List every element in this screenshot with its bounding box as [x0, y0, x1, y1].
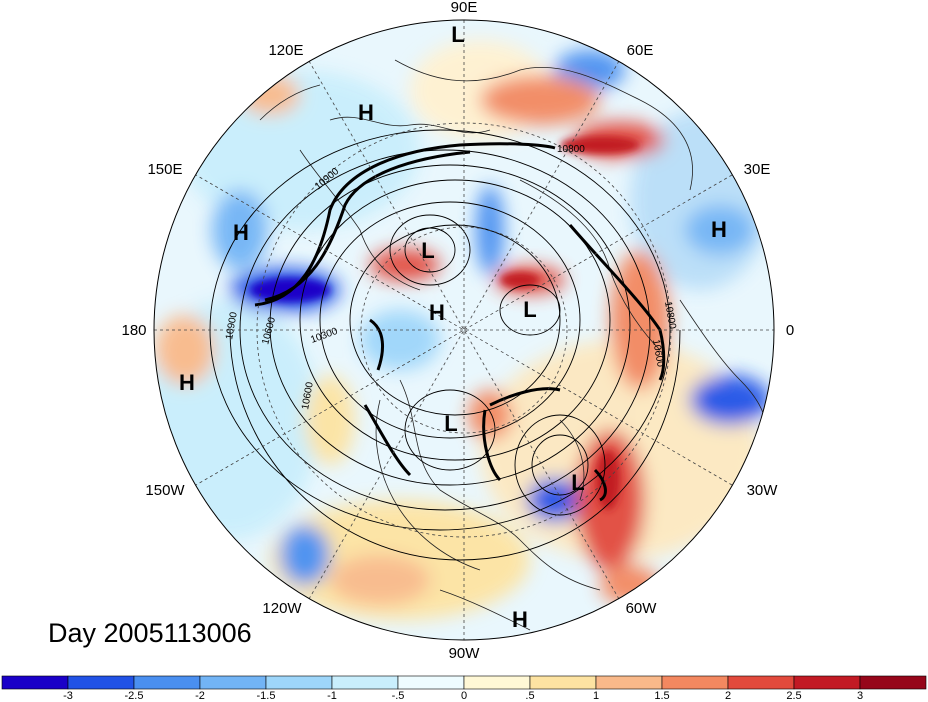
colorbar-tick-label: 2.5 — [786, 690, 801, 702]
lon-label-0: 0 — [786, 322, 794, 339]
colorbar-tick-label: -2.5 — [125, 690, 144, 702]
colorbar-tick-label: -2 — [195, 690, 205, 702]
lon-label-150w: 150W — [145, 482, 185, 499]
pressure-centers: L H H L H L H H L L H — [179, 22, 727, 632]
colorbar-swatch — [859, 675, 927, 690]
lon-label-30w: 30W — [747, 482, 779, 499]
lon-label-90w: 90W — [449, 645, 481, 662]
colorbar-swatch — [199, 675, 267, 690]
jet-contours — [254, 142, 666, 502]
colorbar-swatch — [67, 675, 135, 690]
colorbar-swatch — [661, 675, 729, 690]
lon-label-60e: 60E — [627, 42, 654, 59]
colorbar-swatch — [595, 675, 663, 690]
contour-label: 10600 — [650, 339, 666, 369]
high-center: H — [233, 220, 249, 245]
contour-label: 10800 — [662, 301, 678, 331]
lon-label-30e: 30E — [744, 161, 771, 178]
low-center: L — [523, 297, 536, 322]
lon-label-180: 180 — [121, 322, 146, 339]
lon-label-120e: 120E — [268, 42, 303, 59]
colorbar-tick-label: -3 — [63, 690, 73, 702]
lon-label-60w: 60W — [626, 600, 658, 617]
lon-label-90e: 90E — [451, 0, 478, 16]
colorbar-tick-label: 0 — [461, 690, 467, 702]
longitude-labels: 90E 60E 30E 0 30W 60W 90W 120W 150W 180 … — [121, 0, 794, 662]
low-center: L — [451, 22, 464, 47]
anomaly-shading — [154, 20, 774, 640]
colorbar-swatch — [331, 675, 399, 690]
colorbar-swatch — [463, 675, 531, 690]
colorbar-tick-label: .5 — [525, 690, 534, 702]
colorbar-swatch — [793, 675, 861, 690]
lon-label-120w: 120W — [262, 600, 302, 617]
colorbar-tick-label: -.5 — [392, 690, 405, 702]
colorbar-tick-label: 2 — [725, 690, 731, 702]
colorbar-tick-label: -1 — [327, 690, 337, 702]
colorbar-tick-label: -1.5 — [257, 690, 276, 702]
contour-label: 10600 — [300, 381, 316, 411]
colorbar-tick-label: 3 — [857, 690, 863, 702]
low-center: L — [444, 411, 457, 436]
colorbar-swatch — [397, 675, 465, 690]
contour-label: 10900 — [224, 311, 240, 341]
graticule — [154, 20, 774, 640]
day-label: Day 2005113006 — [48, 618, 252, 648]
colorbar: -3 -2.5 -2 -1.5 -1 -.5 0 .5 1 1.5 2 2.5 3 — [1, 675, 927, 702]
low-center: L — [421, 238, 434, 263]
low-center: L — [571, 470, 584, 495]
colorbar-tick-label: 1.5 — [654, 690, 669, 702]
colorbar-swatch — [727, 675, 795, 690]
colorbar-swatch — [1, 675, 69, 690]
high-center: H — [512, 607, 528, 632]
high-center: H — [711, 217, 727, 242]
colorbar-swatch — [133, 675, 201, 690]
colorbar-swatch — [529, 675, 597, 690]
colorbar-swatch — [265, 675, 333, 690]
high-center: H — [358, 100, 374, 125]
map-boundary — [153, 19, 775, 641]
colorbar-tick-label: 1 — [593, 690, 599, 702]
high-center: H — [429, 300, 445, 325]
contour-label: 10800 — [557, 144, 585, 155]
high-center: H — [179, 370, 195, 395]
lon-label-150e: 150E — [147, 161, 182, 178]
